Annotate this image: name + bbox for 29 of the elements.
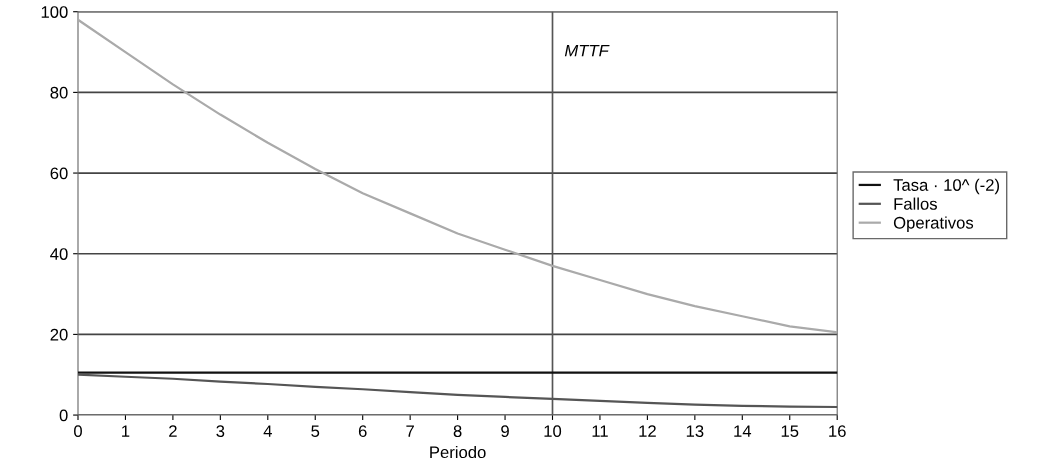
x-tick-label: 16 (829, 425, 846, 438)
legend-label: Tasa · 10^ (-2) (893, 178, 1000, 195)
ref-line-label: MTTF (564, 44, 610, 57)
y-tick-label: 60 (50, 167, 68, 180)
y-tick-label: 100 (41, 6, 68, 18)
x-tick-label: 9 (501, 425, 509, 438)
x-tick-label: 10 (544, 425, 562, 438)
x-tick-label: 11 (592, 425, 608, 437)
x-tick-label: 12 (639, 425, 656, 437)
x-tick-label: 5 (311, 425, 320, 438)
x-tick-label: 13 (686, 425, 704, 438)
x-tick-label: 14 (734, 425, 752, 437)
x-tick-label: 8 (453, 425, 462, 438)
x-tick-label: 0 (74, 425, 82, 438)
y-tick-label: 20 (50, 328, 68, 341)
y-tick-label: 40 (50, 248, 68, 260)
x-tick-label: 4 (263, 425, 272, 437)
legend-label: Operativos (893, 216, 974, 232)
legend-label: Fallos (894, 197, 937, 210)
y-tick-label: 80 (50, 86, 68, 99)
y-tick-label: 0 (59, 409, 68, 422)
x-tick-label: 6 (358, 425, 367, 438)
x-tick-label: 3 (216, 425, 225, 438)
x-tick-label: 2 (169, 425, 177, 437)
x-tick-label: 7 (406, 425, 414, 437)
x-axis-title: Periodo (430, 445, 486, 459)
x-tick-label: 1 (122, 425, 130, 437)
line-series (78, 18, 838, 334)
x-tick-label: 15 (781, 425, 799, 438)
